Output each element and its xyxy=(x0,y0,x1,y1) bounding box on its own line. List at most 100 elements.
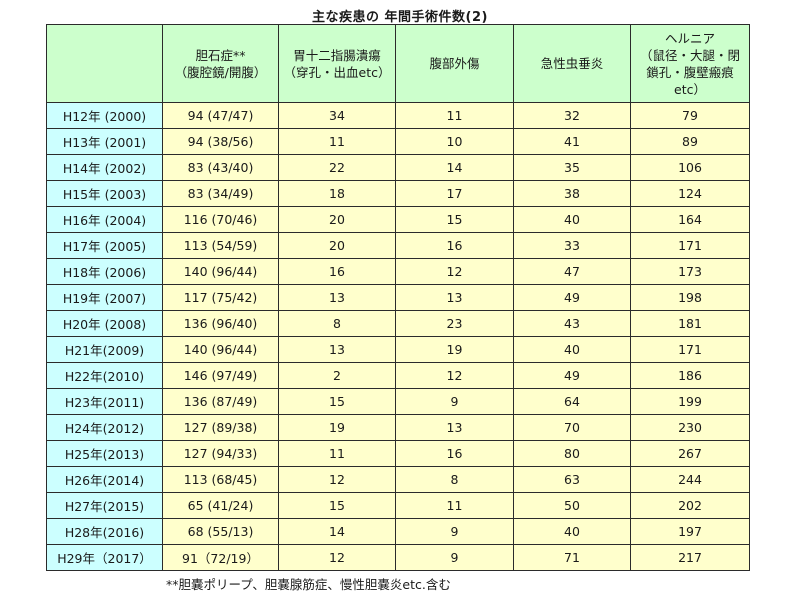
year-cell: H25年(2013) xyxy=(46,440,163,467)
appendicitis-cell: 33 xyxy=(513,232,631,259)
appendicitis-cell: 35 xyxy=(513,154,631,181)
trauma-cell: 9 xyxy=(395,388,514,415)
ulcer-cell: 13 xyxy=(278,336,396,363)
ulcer-cell: 34 xyxy=(278,102,396,129)
trauma-cell: 14 xyxy=(395,154,514,181)
trauma-cell: 11 xyxy=(395,492,514,519)
gallstone-cell: 146 (97/49) xyxy=(162,362,279,389)
header-row: 胆石症** （腹腔鏡/開腹） 胃十二指腸潰瘍 （穿孔・出血etc） 腹部外傷 急… xyxy=(46,24,750,103)
trauma-cell: 19 xyxy=(395,336,514,363)
surgery-count-table: 胆石症** （腹腔鏡/開腹） 胃十二指腸潰瘍 （穿孔・出血etc） 腹部外傷 急… xyxy=(46,24,750,571)
trauma-cell: 10 xyxy=(395,128,514,155)
gallstone-cell: 117 (75/42) xyxy=(162,284,279,311)
gallstone-cell: 140 (96/44) xyxy=(162,336,279,363)
hernia-cell: 244 xyxy=(630,466,750,493)
gallstone-cell: 127 (94/33) xyxy=(162,440,279,467)
gallstone-cell: 83 (34/49) xyxy=(162,180,279,207)
hernia-cell: 186 xyxy=(630,362,750,389)
appendicitis-cell: 40 xyxy=(513,518,631,545)
trauma-cell: 9 xyxy=(395,518,514,545)
year-cell: H28年(2016) xyxy=(46,518,163,545)
ulcer-cell: 12 xyxy=(278,544,396,571)
trauma-cell: 8 xyxy=(395,466,514,493)
hernia-cell: 199 xyxy=(630,388,750,415)
hernia-cell: 171 xyxy=(630,232,750,259)
ulcer-cell: 15 xyxy=(278,492,396,519)
appendicitis-cell: 38 xyxy=(513,180,631,207)
hernia-cell: 106 xyxy=(630,154,750,181)
trauma-cell: 12 xyxy=(395,362,514,389)
ulcer-cell: 20 xyxy=(278,232,396,259)
ulcer-cell: 16 xyxy=(278,258,396,285)
trauma-cell: 13 xyxy=(395,414,514,441)
year-cell: H17年 (2005) xyxy=(46,232,163,259)
hernia-cell: 230 xyxy=(630,414,750,441)
table-row: H16年 (2004) 116 (70/46) 20 15 40 164 xyxy=(46,206,750,233)
table-row: H29年（2017） 91（72/19） 12 9 71 217 xyxy=(46,544,750,571)
hernia-cell: 164 xyxy=(630,206,750,233)
appendicitis-cell: 64 xyxy=(513,388,631,415)
ulcer-cell: 2 xyxy=(278,362,396,389)
gallstone-cell: 140 (96/44) xyxy=(162,258,279,285)
gallstone-cell: 113 (68/45) xyxy=(162,466,279,493)
hernia-cell: 181 xyxy=(630,310,750,337)
table-row: H17年 (2005) 113 (54/59) 20 16 33 171 xyxy=(46,232,750,259)
appendicitis-cell: 49 xyxy=(513,284,631,311)
table-row: H24年(2012) 127 (89/38) 19 13 70 230 xyxy=(46,414,750,441)
gallstone-cell: 83 (43/40) xyxy=(162,154,279,181)
table-row: H15年 (2003) 83 (34/49) 18 17 38 124 xyxy=(46,180,750,207)
ulcer-cell: 20 xyxy=(278,206,396,233)
ulcer-cell: 14 xyxy=(278,518,396,545)
appendicitis-cell: 71 xyxy=(513,544,631,571)
ulcer-cell: 11 xyxy=(278,440,396,467)
header-gallstone: 胆石症** （腹腔鏡/開腹） xyxy=(162,24,279,103)
gallstone-cell: 65 (41/24) xyxy=(162,492,279,519)
table-row: H13年 (2001) 94 (38/56) 11 10 41 89 xyxy=(46,128,750,155)
hernia-cell: 267 xyxy=(630,440,750,467)
table-row: H25年(2013) 127 (94/33) 11 16 80 267 xyxy=(46,440,750,467)
gallstone-cell: 113 (54/59) xyxy=(162,232,279,259)
table-row: H19年 (2007) 117 (75/42) 13 13 49 198 xyxy=(46,284,750,311)
gallstone-cell: 127 (89/38) xyxy=(162,414,279,441)
trauma-cell: 9 xyxy=(395,544,514,571)
year-cell: H20年 (2008) xyxy=(46,310,163,337)
table-title: 主な疾患の 年間手術件数(2) xyxy=(312,10,488,25)
appendicitis-cell: 63 xyxy=(513,466,631,493)
trauma-cell: 13 xyxy=(395,284,514,311)
appendicitis-cell: 40 xyxy=(513,336,631,363)
year-cell: H23年(2011) xyxy=(46,388,163,415)
gallstone-cell: 136 (87/49) xyxy=(162,388,279,415)
appendicitis-cell: 47 xyxy=(513,258,631,285)
gallstone-cell: 91（72/19） xyxy=(162,544,279,571)
year-cell: H22年(2010) xyxy=(46,362,163,389)
trauma-cell: 12 xyxy=(395,258,514,285)
ulcer-cell: 22 xyxy=(278,154,396,181)
year-cell: H18年 (2006) xyxy=(46,258,163,285)
table-body: H12年 (2000) 94 (47/47) 34 11 32 79 H13年 (2001)… xyxy=(46,102,750,571)
appendicitis-cell: 40 xyxy=(513,206,631,233)
table-row: H23年(2011) 136 (87/49) 15 9 64 199 xyxy=(46,388,750,415)
appendicitis-cell: 80 xyxy=(513,440,631,467)
appendicitis-cell: 43 xyxy=(513,310,631,337)
ulcer-cell: 11 xyxy=(278,128,396,155)
hernia-cell: 89 xyxy=(630,128,750,155)
year-cell: H19年 (2007) xyxy=(46,284,163,311)
hernia-cell: 202 xyxy=(630,492,750,519)
hernia-cell: 79 xyxy=(630,102,750,129)
table-row: H18年 (2006) 140 (96/44) 16 12 47 173 xyxy=(46,258,750,285)
year-cell: H29年（2017） xyxy=(46,544,163,571)
appendicitis-cell: 70 xyxy=(513,414,631,441)
ulcer-cell: 12 xyxy=(278,466,396,493)
year-cell: H15年 (2003) xyxy=(46,180,163,207)
table-row: H27年(2015) 65 (41/24) 15 11 50 202 xyxy=(46,492,750,519)
table-row: H22年(2010) 146 (97/49) 2 12 49 186 xyxy=(46,362,750,389)
year-cell: H27年(2015) xyxy=(46,492,163,519)
header-appendicitis: 急性虫垂炎 xyxy=(513,24,631,103)
year-cell: H13年 (2001) xyxy=(46,128,163,155)
gallstone-cell: 94 (47/47) xyxy=(162,102,279,129)
trauma-cell: 23 xyxy=(395,310,514,337)
year-cell: H14年 (2002) xyxy=(46,154,163,181)
gallstone-cell: 68 (55/13) xyxy=(162,518,279,545)
appendicitis-cell: 41 xyxy=(513,128,631,155)
ulcer-cell: 15 xyxy=(278,388,396,415)
